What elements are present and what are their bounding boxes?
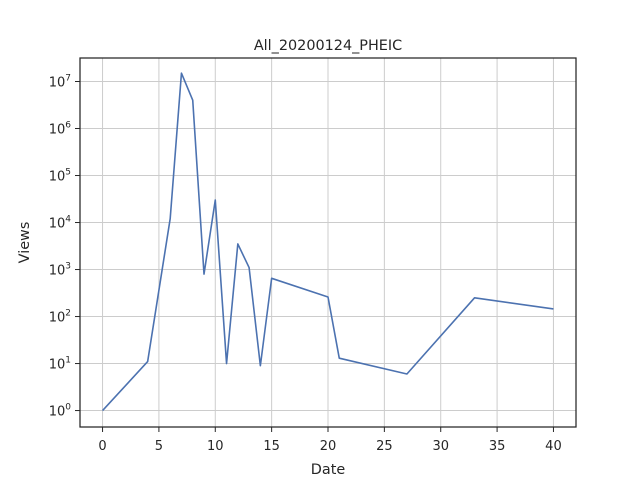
x-tick-label: 30 (432, 439, 449, 454)
x-axis-label: Date (311, 462, 346, 478)
y-tick-label: 106 (49, 121, 72, 138)
x-tick-label: 5 (155, 439, 163, 454)
y-tick-label: 102 (49, 309, 71, 326)
y-tick-label: 100 (49, 403, 72, 420)
y-tick-label: 105 (49, 168, 71, 185)
x-tick-label: 25 (376, 439, 393, 454)
x-tick-label: 10 (207, 439, 224, 454)
gridlines (80, 58, 576, 427)
x-tick-label: 40 (545, 439, 562, 454)
y-tick-label: 107 (49, 74, 71, 91)
x-tick-label: 20 (320, 439, 337, 454)
y-tick-label: 101 (49, 356, 71, 373)
y-axis-label: Views (17, 222, 33, 264)
x-tick-label: 15 (263, 439, 280, 454)
x-axis: 0 5 10 15 20 25 30 35 40 (98, 427, 562, 454)
series-line (101, 72, 554, 412)
series-layer (101, 72, 554, 412)
y-tick-label: 103 (49, 262, 71, 279)
x-tick-label: 35 (489, 439, 506, 454)
y-tick-label: 104 (49, 215, 72, 232)
chart-title: All_20200124_PHEIC (254, 38, 402, 54)
y-axis: 100 101 102 103 104 105 106 107 (49, 74, 80, 420)
x-tick-label: 0 (98, 439, 106, 454)
